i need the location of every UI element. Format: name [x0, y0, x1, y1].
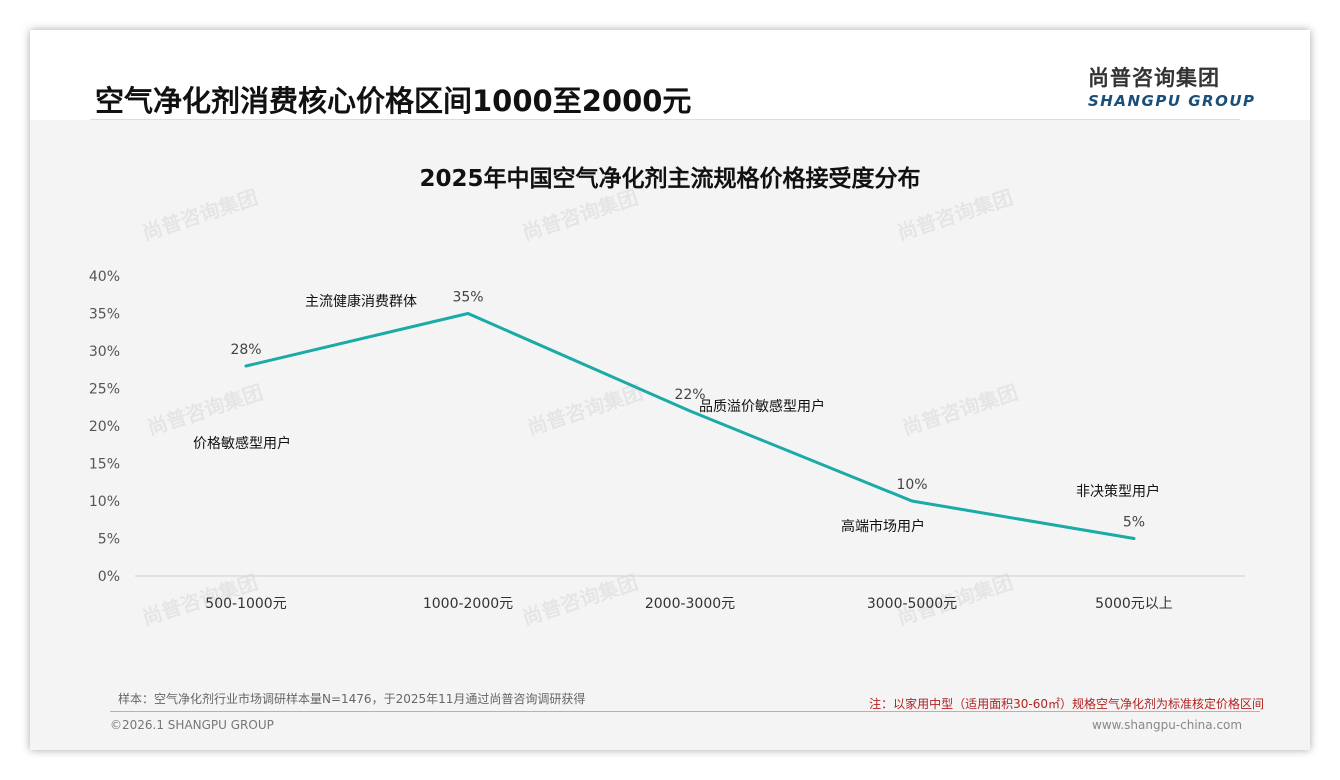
annotation-label: 主流健康消费群体 [305, 293, 417, 310]
sample-note: 样本：空气净化剂行业市场调研样本量N=1476，于2025年11月通过尚普咨询调… [118, 692, 586, 706]
chart-title: 2025年中国空气净化剂主流规格价格接受度分布 [419, 165, 920, 192]
series-line [245, 311, 1135, 540]
slide: 空气净化剂消费核心价格区间1000至2000元 尚普咨询集团 SHANGPU G… [30, 30, 1310, 750]
website-link[interactable]: www.shangpu-china.com [1092, 718, 1243, 732]
footnote: 注：以家用中型（适用面积30-60㎡）规格空气净化剂为标准核定价格区间 [869, 697, 1264, 711]
y-tick-label: 0% [98, 569, 120, 585]
y-tick-label: 20% [89, 419, 120, 435]
annotation-label: 品质溢价敏感型用户 [699, 398, 825, 415]
divider [90, 119, 1240, 120]
data-label: 28% [230, 342, 261, 358]
header: 空气净化剂消费核心价格区间1000至2000元 尚普咨询集团 SHANGPU G… [30, 30, 1310, 120]
x-tick-label: 1000-2000元 [423, 596, 513, 612]
annotation-label: 价格敏感型用户 [193, 435, 291, 452]
y-tick-label: 25% [89, 382, 120, 398]
x-tick-label: 500-1000元 [205, 596, 286, 612]
y-tick-label: 5% [98, 532, 120, 548]
copyright: ©2026.1 SHANGPU GROUP [110, 718, 274, 732]
y-tick-label: 10% [89, 494, 120, 510]
data-label: 22% [674, 387, 705, 403]
annotation-label: 非决策型用户 [1076, 483, 1160, 500]
y-tick-label: 15% [89, 457, 120, 473]
data-point [466, 312, 470, 315]
data-label: 5% [1123, 515, 1145, 531]
data-label: 10% [896, 477, 927, 493]
annotation-label: 高端市场用户 [841, 518, 925, 535]
footer-divider [110, 711, 1260, 712]
page-title: 空气净化剂消费核心价格区间1000至2000元 [95, 84, 692, 118]
logo: 尚普咨询集团 SHANGPU GROUP [1088, 62, 1256, 110]
data-point [688, 409, 692, 413]
data-label: 35% [452, 290, 483, 306]
logo-en: SHANGPU GROUP [1088, 92, 1256, 110]
x-tick-label: 2000-3000元 [645, 596, 735, 612]
logo-cn: 尚普咨询集团 [1088, 66, 1220, 90]
x-tick-label: 5000元以上 [1095, 596, 1173, 612]
y-tick-label: 30% [89, 344, 120, 360]
x-tick-label: 3000-5000元 [867, 596, 957, 612]
y-tick-label: 40% [89, 269, 120, 285]
data-point [244, 364, 248, 368]
y-tick-label: 35% [89, 307, 120, 323]
data-point [1132, 537, 1136, 540]
data-point [910, 499, 914, 503]
